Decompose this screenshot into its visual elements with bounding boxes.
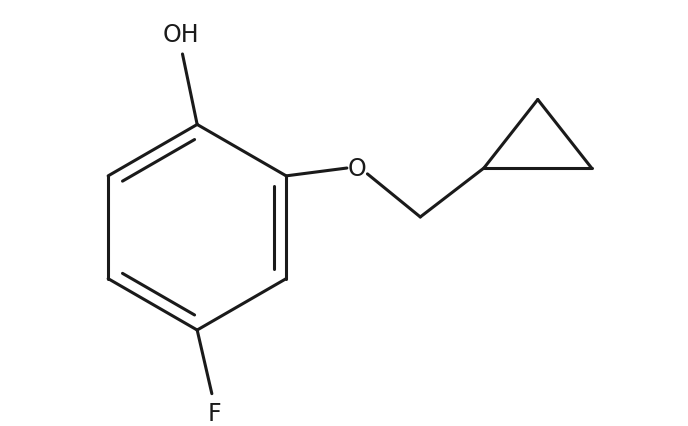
Text: OH: OH [162,23,199,47]
Text: F: F [208,400,222,425]
Text: O: O [347,157,366,181]
